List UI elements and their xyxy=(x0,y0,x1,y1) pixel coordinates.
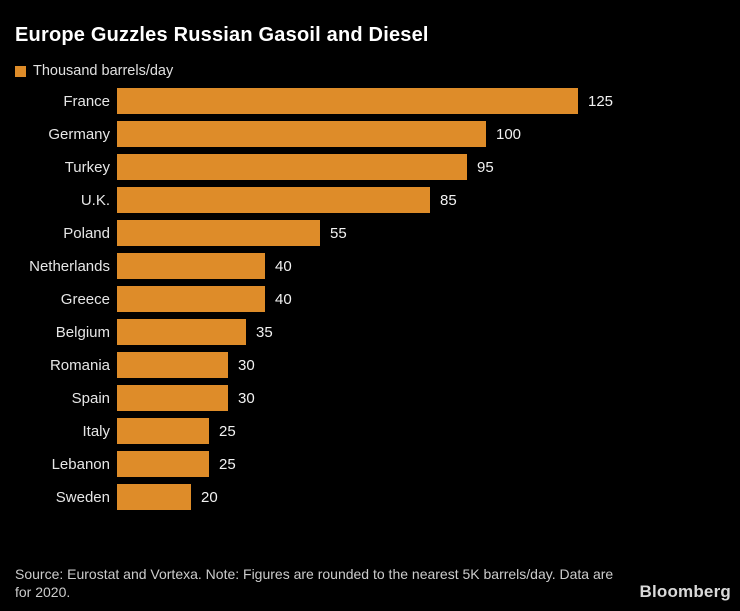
bar-label: France xyxy=(63,92,110,110)
bar xyxy=(117,484,191,510)
bar xyxy=(117,352,228,378)
bar-label: Germany xyxy=(48,125,110,143)
bar-chart: France 125 Germany 100 Turkey 95 U.K. 85 Poland 5… xyxy=(15,88,725,517)
bar-row: Sweden 20 xyxy=(15,484,725,510)
bar-value: 40 xyxy=(275,257,292,275)
bar xyxy=(117,154,467,180)
bar-label: Sweden xyxy=(55,488,110,506)
bar-value: 25 xyxy=(219,455,236,473)
bar-value: 25 xyxy=(219,422,236,440)
bar-value: 85 xyxy=(440,191,457,209)
bar-value: 20 xyxy=(201,488,218,506)
legend-swatch-icon xyxy=(15,65,26,77)
bar-label: Greece xyxy=(60,290,110,308)
bar-label: Romania xyxy=(49,356,110,374)
bar-value: 35 xyxy=(256,323,273,341)
bar-row: Lebanon 25 xyxy=(15,451,725,477)
bar-value: 40 xyxy=(275,290,292,308)
bar-label: U.K. xyxy=(80,191,110,209)
bar-label: Poland xyxy=(63,224,110,242)
bar-row: Netherlands 40 xyxy=(15,253,725,279)
bar xyxy=(117,451,209,477)
bar-value: 55 xyxy=(330,224,347,242)
bar xyxy=(117,418,209,444)
bar-row: Germany 100 xyxy=(15,121,725,147)
bar xyxy=(117,220,320,246)
bar xyxy=(117,385,228,411)
bar-value: 100 xyxy=(496,125,522,143)
chart-title: Europe Guzzles Russian Gasoil and Diesel xyxy=(15,24,429,46)
bar-row: Spain 30 xyxy=(15,385,725,411)
bar xyxy=(117,253,265,279)
bloomberg-logo: Bloomberg xyxy=(639,582,731,601)
bar xyxy=(117,187,430,213)
bar-label: Lebanon xyxy=(51,455,110,473)
bar-row: Romania 30 xyxy=(15,352,725,378)
bar-row: Belgium 35 xyxy=(15,319,725,345)
bar xyxy=(117,319,246,345)
bar xyxy=(117,121,486,147)
bar-label: Belgium xyxy=(55,323,110,341)
bar xyxy=(117,286,265,312)
bar-value: 95 xyxy=(477,158,494,176)
bar-row: Greece 40 xyxy=(15,286,725,312)
legend: Thousand barrels/day xyxy=(15,63,173,79)
bar-row: Italy 25 xyxy=(15,418,725,444)
bar xyxy=(117,88,578,114)
bar-value: 30 xyxy=(238,356,255,374)
bar-label: Spain xyxy=(71,389,110,407)
bar-label: Italy xyxy=(82,422,110,440)
source-note: Source: Eurostat and Vortexa. Note: Figu… xyxy=(15,566,614,600)
bar-label: Turkey xyxy=(64,158,110,176)
legend-label: Thousand barrels/day xyxy=(33,63,174,79)
bar-value: 30 xyxy=(238,389,255,407)
bar-row: Poland 55 xyxy=(15,220,725,246)
bar-label: Netherlands xyxy=(29,257,110,275)
bar-value: 125 xyxy=(588,92,614,110)
bar-row: France 125 xyxy=(15,88,725,114)
bar-row: Turkey 95 xyxy=(15,154,725,180)
bar-row: U.K. 85 xyxy=(15,187,725,213)
